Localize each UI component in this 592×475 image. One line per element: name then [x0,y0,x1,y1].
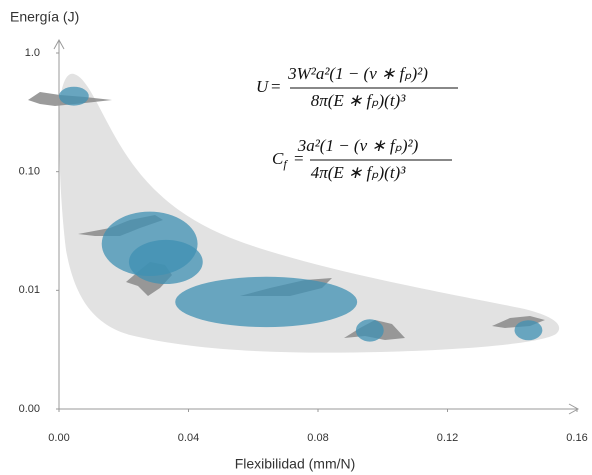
bubble [128,239,203,285]
x-tick-label: 0.12 [437,432,458,444]
formula-lhs: U [256,77,270,96]
formula-equals: = [294,149,304,168]
formula-denominator: 8π(E ∗ fₚ)(t)³ [311,91,407,110]
x-tick-label: 0.16 [566,432,587,444]
formula-denominator: 4π(E ∗ fₚ)(t)³ [311,163,407,182]
formulas: U =3W²a²(1 − (v ∗ fₚ)²)8π(E ∗ fₚ)(t)³Cf =3… [256,64,458,182]
formula-lhs-sub: f [283,157,288,171]
y-tick-label: 0.01 [19,284,40,296]
bubble [514,320,543,341]
x-axis-label: Flexibilidad (mm/N) [235,456,356,472]
x-tick-label: 0.04 [178,432,199,444]
y-axis-label: Energía (J) [10,9,79,25]
y-tick-label: 1.0 [25,47,40,59]
y-tick-label: 0.10 [19,166,40,178]
bubble [175,276,358,328]
formula-numerator: 3W²a²(1 − (v ∗ fₚ)²) [287,64,428,83]
formula-lhs: Cf [272,149,288,171]
y-axis [53,38,65,409]
range-region [59,73,560,353]
bubble [59,86,89,106]
bubble [355,319,384,342]
x-tick-label: 0.08 [307,432,328,444]
formula-lhs-name: U [256,77,270,96]
formula-lhs-name: C [272,149,284,168]
y-tick-label: 0.00 [19,403,40,415]
formula-numerator: 3a²(1 − (v ∗ fₚ)²) [297,136,419,155]
formula-equals: = [271,77,281,96]
x-tick-label: 0.00 [48,432,69,444]
